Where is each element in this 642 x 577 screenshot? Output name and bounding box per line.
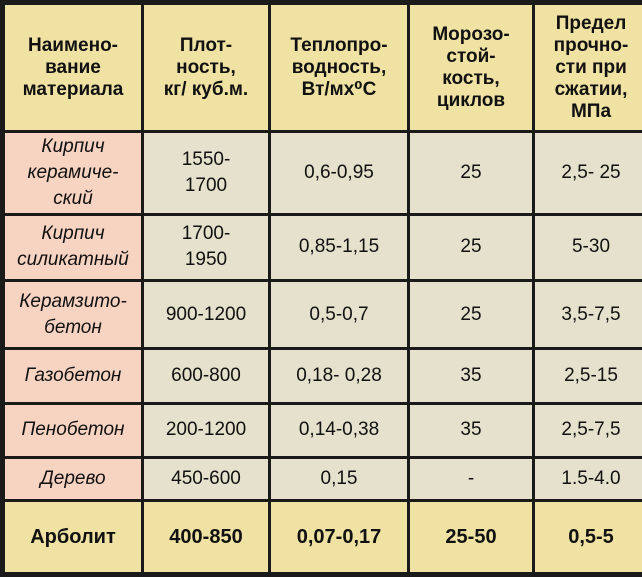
density-line: 450-600 xyxy=(171,468,241,490)
header-thermal-conductivity: Теплопро- водность, Вт/мx⁰С xyxy=(271,5,407,130)
header-frost-resistance: Морозо- стой- кость, циклов xyxy=(410,5,532,130)
density-line: 400-850 xyxy=(169,526,243,549)
density-line: 200-1200 xyxy=(165,419,247,441)
table-row: Дерево 450-600 0,15 - 1.5-4.0 xyxy=(5,458,642,500)
conductivity-cell: 0,15 xyxy=(271,458,407,500)
strength-cell: 5-30 xyxy=(535,215,642,280)
material-name-cell: Кирпич керамиче- ский xyxy=(5,133,141,213)
material-name-cell: Газобетон xyxy=(5,350,141,402)
density-cell: 900-1200 xyxy=(144,282,268,348)
density-line: 1550- xyxy=(181,148,231,170)
header-line: ность, xyxy=(176,56,236,78)
material-name-line: ский xyxy=(53,187,93,209)
density-line: 1700 xyxy=(184,174,228,196)
header-line: Предел xyxy=(555,12,627,34)
strength-cell: 0,5-5 xyxy=(535,502,642,572)
header-line: МПа xyxy=(570,100,612,122)
table-row: Газобетон 600-800 0,18- 0,28 35 2,5-15 xyxy=(5,350,642,402)
conductivity-cell: 0,07-0,17 xyxy=(271,502,407,572)
density-cell: 200-1200 xyxy=(144,404,268,456)
header-line: сти при xyxy=(555,56,627,78)
conductivity-cell: 0,18- 0,28 xyxy=(271,350,407,402)
material-name-cell: Кирпич силикатный xyxy=(5,215,141,280)
header-material-name: Наимено- вание материала xyxy=(5,5,141,130)
density-line: 1700- xyxy=(181,223,231,245)
header-line: сжатии, xyxy=(554,78,628,100)
density-cell: 450-600 xyxy=(144,458,268,500)
strength-cell: 3,5-7,5 xyxy=(535,282,642,348)
material-name-line: Арболит xyxy=(30,526,116,549)
conductivity-cell: 0,14-0,38 xyxy=(271,404,407,456)
header-line: водность, xyxy=(291,56,387,78)
header-line: Морозо- xyxy=(432,23,510,45)
density-cell: 400-850 xyxy=(144,502,268,572)
header-line: вание xyxy=(45,56,101,78)
conductivity-cell: 0,85-1,15 xyxy=(271,215,407,280)
material-name-cell: Арболит xyxy=(5,502,141,572)
frost-cell: 35 xyxy=(410,404,532,456)
header-line: прочно- xyxy=(553,34,629,56)
frost-cell: 25-50 xyxy=(410,502,532,572)
header-line: Наимено- xyxy=(28,34,118,56)
material-name-line: Керамзито- xyxy=(19,290,127,312)
table-row: Кирпич силикатный 1700- 1950 0,85-1,15 2… xyxy=(5,215,642,280)
material-name-line: Дерево xyxy=(40,468,106,490)
frost-cell: 25 xyxy=(410,133,532,213)
header-line: Теплопро- xyxy=(290,34,388,56)
strength-cell: 2,5-7,5 xyxy=(535,404,642,456)
material-name-cell: Керамзито- бетон xyxy=(5,282,141,348)
density-cell: 1550- 1700 xyxy=(144,133,268,213)
conductivity-cell: 0,6-0,95 xyxy=(271,133,407,213)
header-row: Наимено- вание материала Плот- ность, кг… xyxy=(5,5,642,130)
conductivity-cell: 0,5-0,7 xyxy=(271,282,407,348)
material-name-line: бетон xyxy=(44,316,102,338)
frost-cell: 25 xyxy=(410,215,532,280)
strength-cell: 2,5- 25 xyxy=(535,133,642,213)
header-density: Плот- ность, кг/ куб.м. xyxy=(144,5,268,130)
header-compressive-strength: Предел прочно- сти при сжатии, МПа xyxy=(535,5,642,130)
material-name-line: Газобетон xyxy=(24,364,122,386)
density-cell: 1700- 1950 xyxy=(144,215,268,280)
table-row: Керамзито- бетон 900-1200 0,5-0,7 25 3,5… xyxy=(5,282,642,348)
frost-cell: - xyxy=(410,458,532,500)
header-line: материала xyxy=(22,78,124,100)
header-line: стой- xyxy=(446,45,496,67)
material-name-line: Кирпич xyxy=(41,135,105,157)
frost-cell: 35 xyxy=(410,350,532,402)
header-line: Плот- xyxy=(179,34,233,56)
material-name-cell: Дерево xyxy=(5,458,141,500)
density-line: 600-800 xyxy=(171,364,241,386)
density-line: 900-1200 xyxy=(165,303,247,325)
density-cell: 600-800 xyxy=(144,350,268,402)
material-name-line: Пенобетон xyxy=(21,419,125,441)
table-row-highlighted: Арболит 400-850 0,07-0,17 25-50 0,5-5 xyxy=(5,502,642,572)
material-name-line: Кирпич xyxy=(41,223,105,245)
table-row: Пенобетон 200-1200 0,14-0,38 35 2,5-7,5 xyxy=(5,404,642,456)
material-name-line: силикатный xyxy=(17,249,129,271)
header-line: кость, xyxy=(442,67,500,89)
header-line: Вт/мx⁰С xyxy=(301,78,377,100)
material-name-cell: Пенобетон xyxy=(5,404,141,456)
header-line: кг/ куб.м. xyxy=(163,78,249,100)
density-line: 1950 xyxy=(184,249,228,271)
strength-cell: 2,5-15 xyxy=(535,350,642,402)
table-row: Кирпич керамиче- ский 1550- 1700 0,6-0,9… xyxy=(5,133,642,213)
header-line: циклов xyxy=(436,89,506,111)
frost-cell: 25 xyxy=(410,282,532,348)
material-name-line: керамиче- xyxy=(27,161,119,183)
strength-cell: 1.5-4.0 xyxy=(535,458,642,500)
